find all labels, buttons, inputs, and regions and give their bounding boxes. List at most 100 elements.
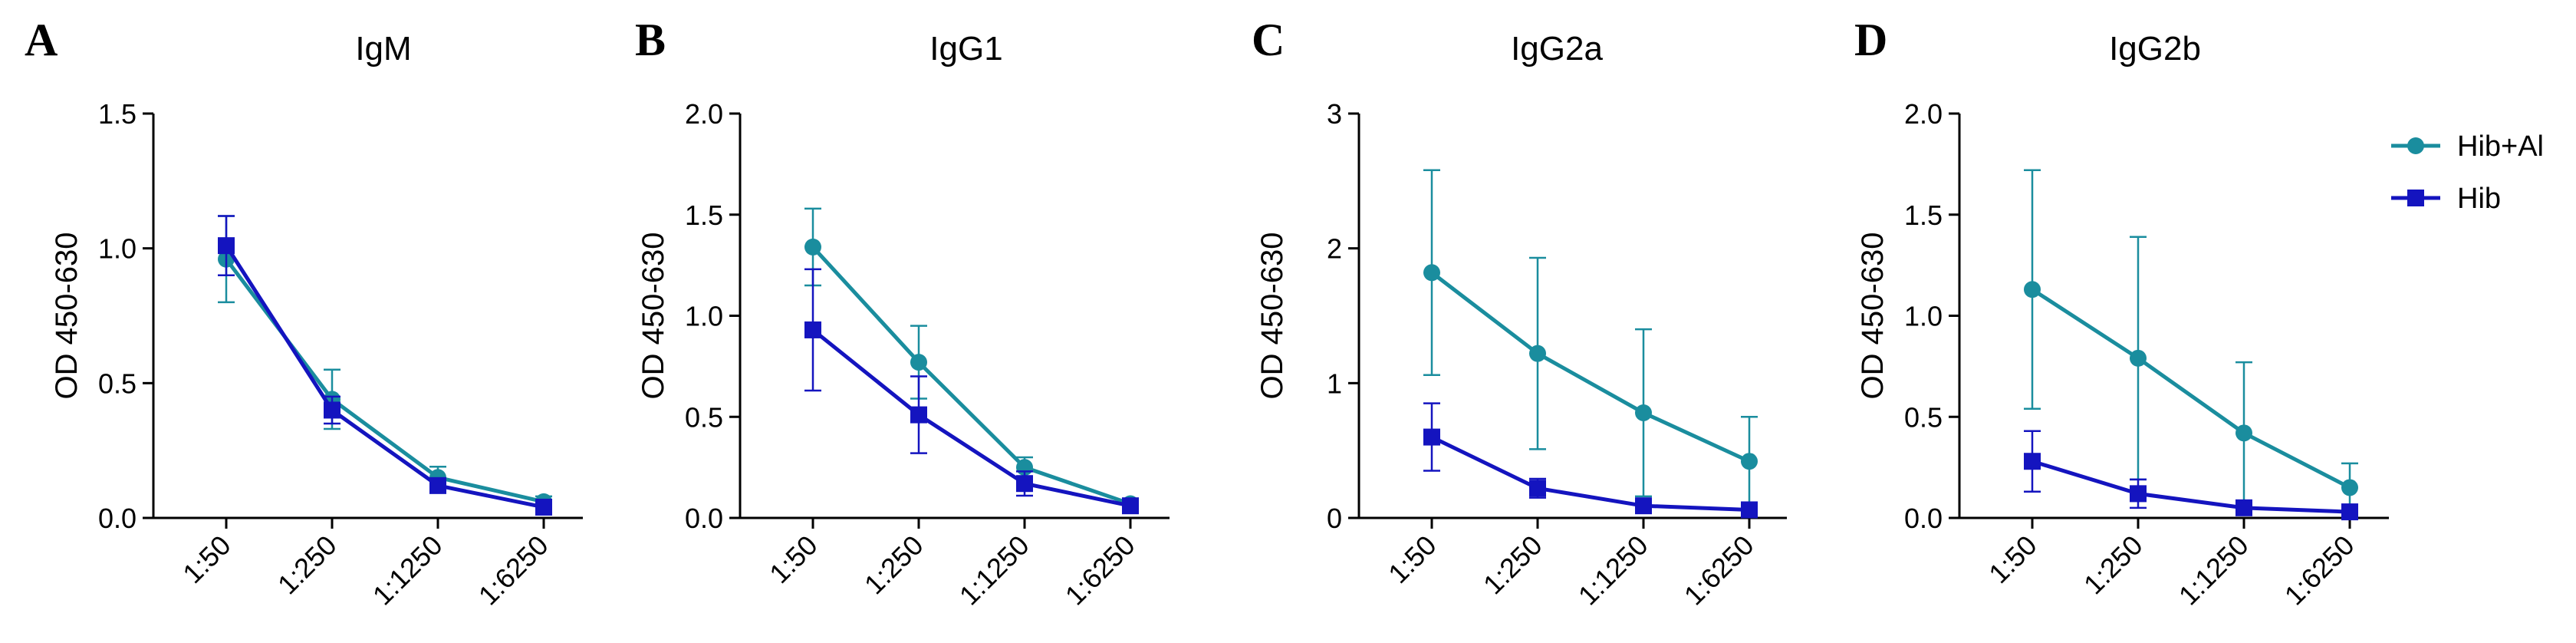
panel-b-title: IgG1 [929,30,1002,68]
data-point-circle [2130,349,2147,367]
panel-b-ytick-label: 1.0 [685,301,723,332]
panel-b-xtick-label: 1:250 [858,529,929,601]
panel-a-ytick-label: 0.5 [98,368,137,399]
panel-d-xtick-label: 1:250 [2078,529,2149,601]
data-point-circle [1529,345,1546,362]
panel-b-xtick-label: 1:1250 [953,529,1035,612]
series-line [225,258,544,504]
panel-d-plot: 0.0 0.5 1.0 1.5 2.0 1:50 1:250 1:1250 1:6250 OD 4… [1856,98,2389,612]
data-point-circle [2235,424,2252,442]
panel-a-ytick-label: 1.0 [98,233,137,265]
data-point-circle [2024,281,2041,298]
panel-a-ytick-label: 1.5 [98,98,137,130]
data-point-square [1741,501,1758,519]
data-point-square [2235,499,2252,516]
data-point-square [1635,497,1652,515]
panel-a-xtick-label: 1:250 [271,529,343,601]
series-hib-al [218,215,552,510]
panel-d-xtick-label: 1:6250 [2278,529,2361,612]
panel-c: C IgG2a 0 1 2 3 1:50 1:250 1:1250 1:6250 OD 450-… [1252,15,1787,612]
data-point-square [804,321,821,338]
panel-b-ylabel: OD 450-630 [637,232,670,400]
panel-b-ytick-label: 0.5 [685,401,723,433]
panel-c-ytick-label: 2 [1327,233,1342,265]
series-hib [218,215,552,516]
data-point-square [535,498,552,516]
panel-a-plot: 0.0 0.5 1.0 1.5 1:50 1:250 1:1250 1:6250 OD 450-… [50,98,583,612]
panel-d-ytick-label: 2.0 [1904,98,1943,130]
panel-c-plot: 0 1 2 3 1:50 1:250 1:1250 1:6250 OD 450-630 [1255,98,1787,612]
series-line [1430,271,1751,463]
panel-a-xtick-label: 1:50 [176,529,237,590]
panel-d-ytick-label: 1.5 [1904,199,1943,231]
panel-c-xtick-label: 1:1250 [1572,529,1654,612]
data-point-square [1016,475,1033,493]
panel-c-xtick-label: 1:6250 [1678,529,1760,612]
data-point-square [1423,428,1440,446]
panel-d-ytick-label: 1.0 [1904,301,1943,332]
series-line [1430,435,1750,512]
series-line [811,328,1131,508]
panel-d-ytick-label: 0.0 [1904,503,1943,534]
data-point-square [1529,480,1546,497]
panel-a-xtick-label: 1:6250 [472,529,554,612]
panel-letter-a: A [25,15,58,65]
series-line [2031,288,2351,490]
data-point-square [2024,453,2041,470]
data-point-circle [2341,479,2358,496]
panel-a-ytick-label: 0.0 [98,503,137,534]
panel-d-xtick-label: 1:1250 [2173,529,2255,612]
series-hib-al [804,207,1139,513]
panel-a: A IgM 0.0 0.5 1.0 1.5 1:50 1:250 1:1250 1:6250 O… [25,15,583,612]
legend-label-hib-al: Hib+Al [2457,130,2544,163]
panel-c-title: IgG2a [1511,30,1603,68]
series-line [811,246,1131,506]
panel-d-ylabel: OD 450-630 [1856,232,1890,400]
panel-b-ytick-label: 0.0 [685,503,723,534]
panel-a-xtick-label: 1:1250 [367,529,449,612]
panel-c-xtick-label: 1:250 [1477,529,1548,601]
panel-d-xtick-label: 1:50 [1982,529,2043,590]
panel-c-ylabel: OD 450-630 [1255,232,1289,400]
series-hib [804,268,1139,515]
legend-marker-circle [2407,137,2424,154]
legend-marker-square [2407,190,2424,206]
data-point-square [910,406,927,424]
data-point-circle [804,238,821,256]
data-point-square [1122,497,1139,515]
data-point-circle [1423,264,1440,282]
legend-label-hib: Hib [2457,183,2501,215]
legend: Hib+Al Hib [2391,130,2544,215]
panel-c-ytick-label: 0 [1327,503,1342,534]
legend-entry-hib: Hib [2391,183,2501,215]
panel-c-ytick-label: 3 [1327,98,1342,130]
data-point-square [218,237,235,255]
panel-letter-c: C [1252,15,1285,65]
panel-a-ylabel: OD 450-630 [50,232,84,400]
series-hib-al [2024,169,2358,513]
panel-c-ytick-label: 1 [1327,368,1342,399]
data-point-circle [910,354,927,371]
panel-b-xtick-label: 1:50 [763,529,824,590]
panel-d-ytick-label: 0.5 [1904,401,1943,433]
panel-letter-b: B [635,15,666,65]
data-point-square [324,401,341,419]
data-point-square [429,476,446,494]
panel-b-ytick-label: 2.0 [685,98,723,130]
series-hib [2024,430,2358,521]
data-point-circle [1635,404,1652,421]
panel-c-xtick-label: 1:50 [1382,529,1443,590]
panel-letter-d: D [1854,15,1887,65]
data-point-square [2130,485,2147,503]
series-line [224,244,544,509]
series-hib [1423,402,1758,519]
legend-entry-hib-al: Hib+Al [2391,130,2544,163]
panel-b: B IgG1 0.0 0.5 1.0 1.5 2.0 1:50 1:250 1:1250 1:6… [635,15,1170,612]
data-point-circle [1741,453,1758,470]
panel-b-ytick-label: 1.5 [685,199,723,231]
panel-a-title: IgM [355,30,411,68]
panel-d-title: IgG2b [2109,30,2201,68]
series-hib-al [1423,169,1758,507]
panel-b-xtick-label: 1:6250 [1059,529,1141,612]
